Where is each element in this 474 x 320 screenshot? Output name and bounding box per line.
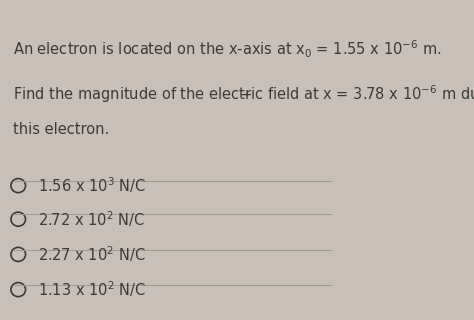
Text: Find the magnitude of the electr̶ic field at x = 3.78 x 10$^{-6}$ m due to: Find the magnitude of the electr̶ic fiel… xyxy=(13,83,474,105)
Text: this electron.: this electron. xyxy=(13,122,109,137)
Text: 1.56 x 10$^3$ N/C: 1.56 x 10$^3$ N/C xyxy=(38,176,146,196)
Text: 2.72 x 10$^2$ N/C: 2.72 x 10$^2$ N/C xyxy=(38,209,145,229)
Text: 1.13 x 10$^2$ N/C: 1.13 x 10$^2$ N/C xyxy=(38,280,146,300)
Text: An electron is located on the x-axis at x$_0$ = 1.55 x 10$^{-6}$ m.: An electron is located on the x-axis at … xyxy=(13,38,442,60)
Text: 2.27 x 10$^2$ N/C: 2.27 x 10$^2$ N/C xyxy=(38,244,146,264)
